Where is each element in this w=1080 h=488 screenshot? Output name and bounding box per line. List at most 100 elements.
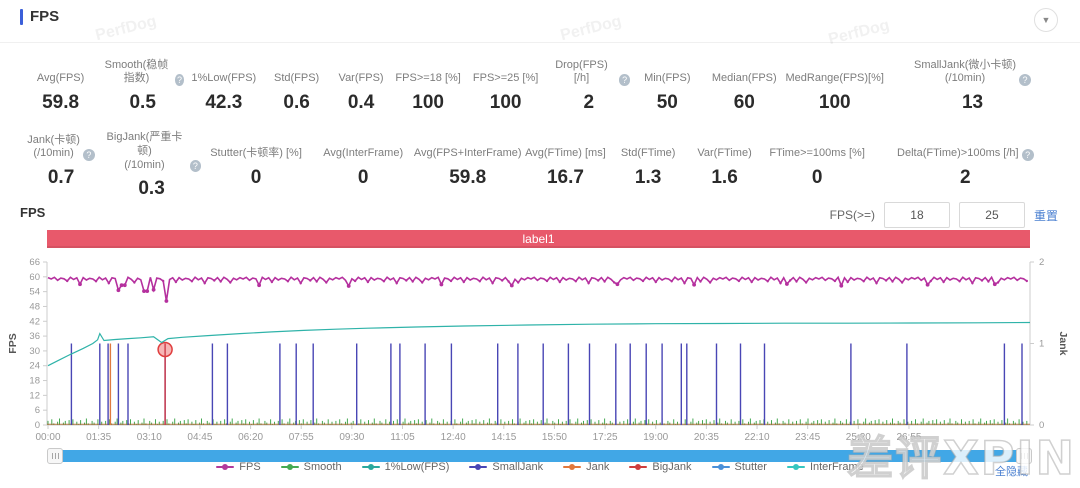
stats-row-2: Jank(卡顿) (/10min)? 0.7 BigJank(严重卡顿) (/1… <box>20 131 1060 200</box>
svg-text:26:55: 26:55 <box>896 432 921 443</box>
legend-item-bigjank[interactable]: BigJank <box>629 461 692 473</box>
svg-text:54: 54 <box>29 287 40 298</box>
chart-section-title: FPS <box>20 205 46 220</box>
chart-legend: FPS Smooth 1%Low(FPS) SmallJank Jank Big… <box>0 461 1080 473</box>
stat-avg-interframe: Avg(InterFrame) 0 <box>323 147 404 188</box>
fps-threshold-input-1[interactable] <box>883 202 950 228</box>
legend-item-interframe[interactable]: InterFrame <box>786 461 864 473</box>
svg-text:06:20: 06:20 <box>238 432 263 443</box>
help-icon[interactable]: ? <box>82 149 95 161</box>
svg-text:22:10: 22:10 <box>745 432 770 443</box>
y-left-axis-name: FPS <box>7 333 19 353</box>
help-icon[interactable]: ? <box>1019 74 1032 86</box>
stat-var-ftime: Var(FTime) 1.6 <box>697 147 752 188</box>
line-series-icon <box>786 463 805 471</box>
stat-delta-ftime: Delta(FTime)>100ms [/h]? 2 <box>871 131 1060 200</box>
svg-text:07:55: 07:55 <box>289 432 314 443</box>
help-icon[interactable]: ? <box>174 74 185 86</box>
help-icon[interactable]: ? <box>1021 149 1034 161</box>
stat-std-ftime: Std(FTime) 1.3 <box>620 147 676 188</box>
legend-item-1pct-low[interactable]: 1%Low(FPS) <box>361 461 449 473</box>
legend-item-stutter[interactable]: Stutter <box>711 461 767 473</box>
stats-row-1: Avg(FPS) 59.8 Smooth(稳帧指数)? 0.5 1%Low(FP… <box>20 56 1060 114</box>
axes <box>43 261 1034 429</box>
stat-var-fps: Var(FPS) 0.4 <box>338 72 384 113</box>
help-icon[interactable]: ? <box>189 160 201 173</box>
stat-avg-ftime: Avg(FTime) [ms] 16.7 <box>525 147 606 188</box>
fps-threshold-controls: FPS(>=) 重置 <box>830 202 1058 228</box>
svg-text:09:30: 09:30 <box>339 432 364 443</box>
panel-header: FPS <box>20 8 59 25</box>
stat-fps-ge-18: FPS>=18 [%] 100 <box>395 72 461 113</box>
svg-text:2: 2 <box>1039 257 1044 268</box>
svg-text:23:45: 23:45 <box>795 432 820 443</box>
svg-text:00:00: 00:00 <box>35 432 60 443</box>
accent-bar <box>20 8 23 25</box>
stat-medrange-fps: MedRange(FPS)[%] 100 <box>785 72 884 113</box>
fps-threshold-label: FPS(>=) <box>829 208 875 222</box>
line-series-icon <box>216 463 235 471</box>
scrollbar-left-handle[interactable] <box>47 448 63 464</box>
stat-bigjank: BigJank(严重卡顿) (/10min)? 0.3 <box>102 131 201 200</box>
fps-threshold-input-2[interactable] <box>958 202 1025 228</box>
svg-text:1: 1 <box>1039 339 1044 350</box>
reset-link[interactable]: 重置 <box>1033 208 1058 223</box>
stat-smalljank: SmallJank(微小卡顿) (/10min)? 13 <box>885 56 1060 114</box>
svg-text:04:45: 04:45 <box>187 432 212 443</box>
legend-item-smalljank[interactable]: SmallJank <box>469 461 543 473</box>
y-right-axis-name: Jank <box>1057 332 1069 356</box>
svg-text:48: 48 <box>29 301 40 312</box>
brand-watermark: PerfDog <box>826 16 892 49</box>
legend-item-jank[interactable]: Jank <box>563 461 609 473</box>
annotation-banner: label1 <box>47 230 1030 248</box>
svg-text:24: 24 <box>29 361 40 372</box>
stat-std-fps: Std(FPS) 0.6 <box>273 72 320 113</box>
svg-text:25:20: 25:20 <box>846 432 871 443</box>
stat-fps-ge-25: FPS>=25 [%] 100 <box>472 72 539 113</box>
series-smalljank <box>70 343 1023 425</box>
scrollbar-right-handle[interactable] <box>1016 448 1032 464</box>
svg-text:11:05: 11:05 <box>390 432 415 443</box>
fps-chart[interactable]: 0 6 12 18 24 30 36 42 48 54 60 66 0 1 2 00:00 01:35 03:10… <box>0 250 1080 450</box>
svg-text:19:00: 19:00 <box>643 432 668 443</box>
stat-min-fps: Min(FPS) 50 <box>644 72 691 113</box>
svg-text:12: 12 <box>29 390 40 401</box>
svg-text:18: 18 <box>29 376 40 387</box>
chevron-down-icon: ▼ <box>1041 15 1051 25</box>
stat-avg-fps-interframe: Avg(FPS+InterFrame) 59.8 <box>413 147 522 188</box>
line-series-icon <box>563 463 582 471</box>
line-series-icon <box>280 463 299 471</box>
svg-text:30: 30 <box>29 346 40 357</box>
line-series-icon <box>361 463 380 471</box>
line-series-icon <box>711 463 730 471</box>
svg-text:66: 66 <box>29 257 40 268</box>
series-fps <box>47 275 1028 302</box>
svg-text:15:50: 15:50 <box>542 432 567 443</box>
stat-drop-fps: Drop(FPS) [/h]? 2 <box>547 56 631 114</box>
help-icon[interactable]: ? <box>618 74 631 86</box>
stat-median-fps: Median(FPS) 60 <box>711 72 777 113</box>
hide-all-link[interactable]: 全隐藏 <box>995 466 1028 478</box>
chart-scrollbar-track[interactable] <box>47 450 1032 462</box>
legend-item-smooth[interactable]: Smooth <box>280 461 342 473</box>
line-series-icon <box>629 463 648 471</box>
stat-avg-fps: Avg(FPS) 59.8 <box>36 72 85 113</box>
stat-ftime-ge-100: FTime>=100ms [%] 0 <box>769 147 865 188</box>
svg-text:12:40: 12:40 <box>441 432 466 443</box>
svg-text:03:10: 03:10 <box>137 432 162 443</box>
svg-text:0: 0 <box>1039 420 1044 431</box>
collapse-panel-button[interactable]: ▼ <box>1034 8 1058 32</box>
brand-watermark: PerfDog <box>558 12 624 45</box>
svg-text:36: 36 <box>29 331 40 342</box>
line-series-icon <box>469 463 488 471</box>
stat-smooth: Smooth(稳帧指数)? 0.5 <box>101 56 185 114</box>
stat-stutter: Stutter(卡顿率) [%] 0 <box>210 147 302 188</box>
brand-watermark: PerfDog <box>93 12 159 45</box>
series-1pct-low <box>47 321 1031 367</box>
svg-text:6: 6 <box>35 405 40 416</box>
svg-text:60: 60 <box>29 272 40 283</box>
stat-1pct-low: 1%Low(FPS) 42.3 <box>191 72 257 113</box>
svg-text:17:25: 17:25 <box>593 432 618 443</box>
legend-item-fps[interactable]: FPS <box>216 461 261 473</box>
